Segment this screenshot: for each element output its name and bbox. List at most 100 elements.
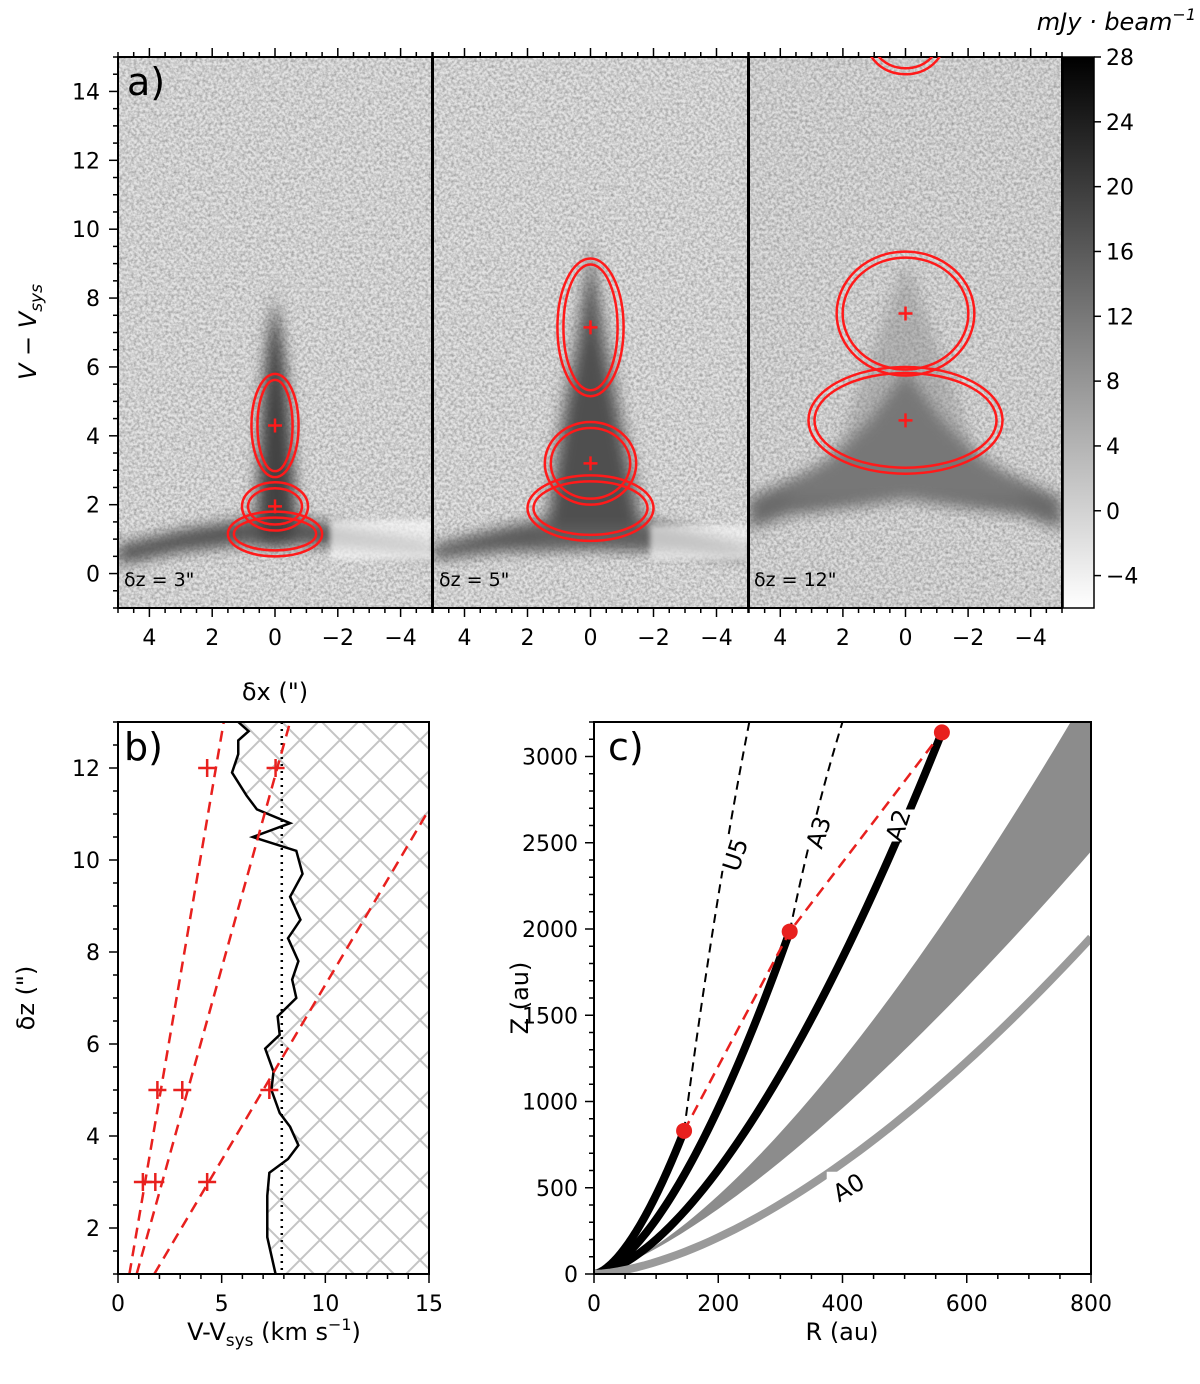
- x-tick-label: 4: [142, 626, 156, 651]
- x-tick-label: −2: [952, 626, 984, 651]
- ellipse-group: [526, 257, 655, 543]
- x-tick-label: −2: [322, 626, 354, 651]
- x-tick-label: −4: [1014, 626, 1046, 651]
- data-point-cross: [146, 1173, 165, 1191]
- y-tick-label: 10: [72, 218, 100, 243]
- x-tick-label: 0: [111, 1292, 125, 1317]
- beam-ellipse-inner: [232, 516, 318, 552]
- beam-ellipse: [226, 510, 324, 558]
- panel-b-ticks: 0 5 10 15 2 4 6 8 10 12: [72, 721, 443, 1317]
- x-tick-label: −2: [637, 626, 669, 651]
- colorbar-tick-label: 8: [1106, 370, 1120, 395]
- y-tick-label: 12: [72, 149, 100, 174]
- pv-image-dz12: [749, 57, 1062, 608]
- dz-label-2: δz = 5": [439, 569, 509, 591]
- panel-b-lines: [128, 722, 429, 1274]
- colorbar-frame: [1062, 56, 1095, 609]
- x-tick-label: 600: [946, 1292, 988, 1317]
- x-tick-label: 4: [458, 626, 472, 651]
- x-tick-label: 4: [773, 626, 787, 651]
- beam-ellipse: [870, 57, 941, 76]
- colorbar-unit-label: mJy · beam−1: [1037, 5, 1196, 36]
- y-tick-label: 8: [86, 941, 100, 966]
- center-marker: [268, 418, 282, 433]
- streamline-extension-U5: [683, 722, 751, 1131]
- panel-a-xlabel: δx ("): [242, 678, 308, 706]
- y-tick-label: 3000: [522, 746, 578, 771]
- colorbar-tick-label: 24: [1106, 111, 1134, 136]
- y-tick-label: 12: [72, 757, 100, 782]
- beam-ellipse-inner: [813, 371, 998, 469]
- data-point-cross: [198, 1173, 217, 1191]
- data-point-cross: [148, 1081, 167, 1099]
- colorbar: −4 0 4 8 12 16 20 24 28 mJy · beam−1: [1037, 5, 1196, 609]
- x-tick-label: −4: [700, 626, 732, 651]
- y-tick-label: 2: [86, 1217, 100, 1242]
- panel-c-label: c): [608, 725, 644, 769]
- data-point-cross: [266, 759, 285, 777]
- panel-b-ylabel: δz ("): [12, 966, 40, 1031]
- pv-image-dz3: [118, 57, 432, 608]
- x-tick-label: 10: [311, 1292, 339, 1317]
- beam-ellipse: [250, 372, 300, 479]
- dz-label-1: δz = 3": [124, 569, 194, 591]
- y-tick-label: 14: [72, 80, 100, 105]
- label-background: [713, 838, 758, 871]
- y-tick-label: 6: [86, 356, 100, 381]
- y-tick-label: 4: [86, 1125, 100, 1150]
- beam-ellipse: [835, 250, 976, 377]
- y-tick-label: 10: [72, 849, 100, 874]
- colorbar-tick-label: 28: [1106, 46, 1134, 71]
- x-tick-label: 0: [584, 626, 598, 651]
- x-tick-label: 0: [268, 626, 282, 651]
- streamline-A3: [594, 930, 794, 1274]
- panel-c-xlabel: R (au): [806, 1318, 879, 1346]
- center-marker: [583, 320, 598, 335]
- y-tick-label: 6: [86, 1033, 100, 1058]
- x-tick-label: 200: [697, 1292, 739, 1317]
- y-tick-label: 2500: [522, 832, 578, 857]
- beam-ellipse-inner: [256, 378, 294, 473]
- beam-ellipse: [556, 257, 625, 398]
- y-tick-label: 1500: [522, 1004, 578, 1029]
- streamline-A0: [594, 934, 1091, 1274]
- streamline-A2: [594, 730, 946, 1274]
- y-tick-label: 8: [86, 287, 100, 312]
- beam-ellipse: [807, 365, 1004, 475]
- data-point-cross: [198, 759, 217, 777]
- panel-b-xlabel: V-Vsys (km s−1): [187, 1315, 361, 1351]
- x-tick-label: 800: [1070, 1292, 1112, 1317]
- colorbar-tick-label: 0: [1106, 500, 1120, 525]
- panel-c-ticks: 0 200 400 600 800 0 500 1000 1500 2000 2500 3000: [522, 721, 1112, 1317]
- red-data-point: [933, 724, 950, 741]
- x-tick-label: 2: [205, 626, 219, 651]
- data-point-cross: [173, 1081, 192, 1099]
- panel-b-label: b): [124, 725, 163, 769]
- colorbar-tick-label: 16: [1106, 240, 1134, 265]
- panel-a-ellipses: [226, 57, 1004, 558]
- x-tick-label: 0: [899, 626, 913, 651]
- beam-ellipse-inner: [877, 57, 934, 70]
- x-tick-label: 0: [587, 1292, 601, 1317]
- ellipse-group: [807, 57, 1004, 475]
- colorbar-tick-label: 4: [1106, 435, 1120, 460]
- panel-c-ylabel: Z (au): [506, 962, 534, 1035]
- colorbar-tick-label: 12: [1106, 305, 1134, 330]
- center-marker: [898, 413, 913, 428]
- y-tick-label: 2: [86, 494, 100, 519]
- y-tick-label: 0: [564, 1263, 578, 1288]
- label-background: [876, 809, 921, 842]
- y-tick-label: 500: [536, 1177, 578, 1202]
- red-data-point: [676, 1122, 693, 1139]
- panel-a-ticks: 4 2 0 −2 −4 4 2 0 −2 −4 4 2 0 −2 −4 0 2 4 6 8 10 12 14: [72, 48, 1063, 651]
- y-tick-label: 2000: [522, 918, 578, 943]
- hatched-region: [232, 722, 429, 1274]
- beam-ellipse-inner: [841, 256, 970, 371]
- beam-ellipse: [240, 481, 310, 532]
- x-tick-label: 2: [521, 626, 535, 651]
- dashed-connector-line: [682, 731, 943, 1132]
